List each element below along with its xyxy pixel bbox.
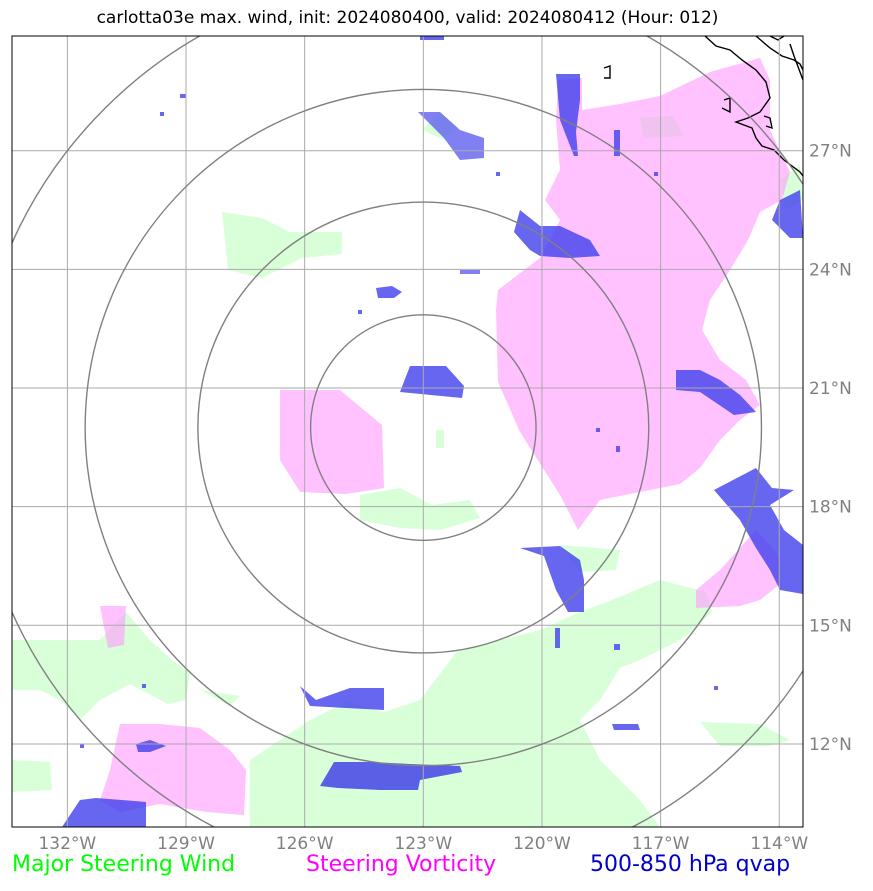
legend-steering-wind: Major Steering Wind [12,852,236,877]
lat-tick-label: 21°N [809,379,852,399]
graticule [12,36,803,827]
lon-tick-label: 132°W [38,834,96,854]
lon-tick-label: 117°W [632,834,690,854]
lat-tick-label: 15°N [809,616,852,636]
range-ring [309,314,537,541]
lat-tick-label: 27°N [809,142,852,162]
map-frame [11,35,804,828]
lon-tick-label: 129°W [157,834,215,854]
longitude-labels: 132°W 129°W 126°W 123°W 120°W 117°W 114°W [38,834,808,854]
coastline [603,36,803,177]
range-ring [197,201,650,654]
lon-tick-label: 123°W [394,834,452,854]
steering-vorticity-layer [100,58,790,815]
lon-tick-label: 120°W [513,834,571,854]
qvap-layer [62,36,803,827]
legend-steering-vorticity: Steering Vorticity [306,852,497,877]
latitude-labels: 12°N 15°N 18°N 21°N 24°N 27°N [809,142,852,755]
lon-tick-label: 126°W [276,834,334,854]
lat-tick-label: 24°N [809,260,852,280]
legend-qvap: 500-850 hPa qvap [590,852,791,877]
range-ring [84,88,763,767]
lat-tick-label: 12°N [809,735,852,755]
lon-tick-label: 114°W [750,834,808,854]
lat-tick-label: 18°N [809,498,852,518]
map-title: carlotta03e max. wind, init: 2024080400,… [96,8,719,28]
